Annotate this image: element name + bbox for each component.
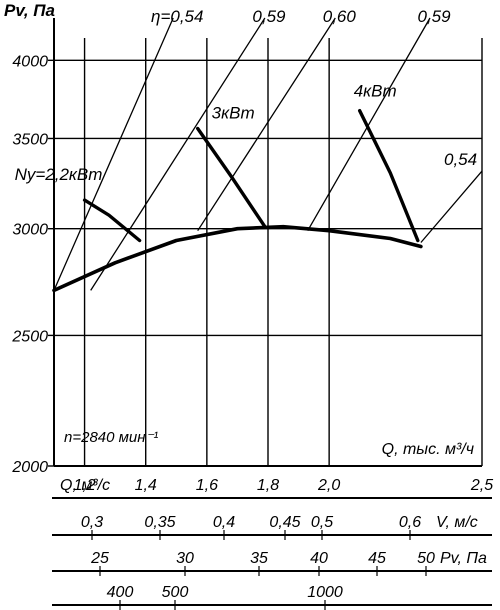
scale-label: Pv, Па [440, 550, 487, 567]
power-label: 4кВт [354, 82, 397, 101]
scale-tick-label: 35 [250, 550, 268, 567]
scale-tick-label: 400 [107, 584, 134, 601]
y-axis-label: Pv, Па [4, 1, 55, 20]
scale-tick-label: 0,5 [311, 514, 333, 531]
scale-label: V, м/с [436, 514, 478, 531]
y-tick-label: 2000 [11, 459, 48, 476]
efficiency-label: 0,60 [323, 7, 357, 26]
rpm-annotation: n=2840 мин⁻¹ [64, 429, 158, 446]
y-tick-label: 4000 [12, 53, 48, 70]
power-label: Ny=2,2кВт [15, 165, 103, 184]
pressure-curve [52, 224, 423, 293]
x-tick-label: 2,5 [470, 477, 493, 494]
scale-tick-label: 1000 [307, 584, 343, 601]
scale-tick-label: 30 [176, 550, 194, 567]
x-tick-label: 1,2 [73, 477, 95, 494]
y-tick-label: 3500 [12, 131, 48, 148]
scale-tick-label: 0,35 [144, 514, 175, 531]
scale-tick-label: 500 [162, 584, 189, 601]
scale-tick-label: 45 [368, 550, 386, 567]
chart-bottom-scales: Q, м³/с V, м/с 0,3 0,35 0,4 0,45 0,5 0,6 Pv, Па 2… [52, 477, 492, 610]
efficiency-line [307, 17, 431, 232]
scale-tick-label: 50 [417, 550, 435, 567]
efficiency-line [420, 170, 483, 243]
power-curve [195, 126, 267, 229]
y-tick-label: 3000 [12, 222, 48, 239]
x-tick-label: 1,8 [257, 477, 279, 494]
scale-label: Q, м³/с [60, 477, 110, 494]
efficiency-line [53, 17, 174, 291]
y-tick-label: 2500 [11, 328, 48, 345]
x-tick-label: 2,0 [317, 477, 340, 494]
efficiency-line [90, 17, 266, 291]
x-axis-label: Q, тыс. м³/ч [382, 441, 474, 458]
scale-tick-label: 0,3 [81, 514, 103, 531]
efficiency-label: 0,54 [444, 150, 477, 169]
power-curve [82, 198, 142, 243]
efficiency-line [197, 17, 336, 232]
x-tick-label: 1,4 [135, 477, 157, 494]
scale-tick-label: 0,4 [213, 514, 235, 531]
scale-tick-label: 40 [310, 550, 328, 567]
efficiency-label: 0,59 [252, 7, 286, 26]
chart-curves [52, 17, 483, 293]
power-curve [358, 108, 420, 243]
scale-tick-label: 0,6 [399, 514, 421, 531]
scale-tick-label: 25 [90, 550, 109, 567]
chart-labels: 2000 2500 3000 3500 4000 1,2 1,4 1,6 1,8 2,0 2,5 Pv… [4, 1, 493, 494]
scale-tick-label: 0,45 [269, 514, 300, 531]
x-tick-label: 1,6 [196, 477, 218, 494]
efficiency-label: η=0,54 [151, 7, 203, 26]
chart-grid [48, 18, 483, 467]
efficiency-label: 0,59 [417, 7, 451, 26]
power-label: 3кВт [212, 104, 255, 123]
